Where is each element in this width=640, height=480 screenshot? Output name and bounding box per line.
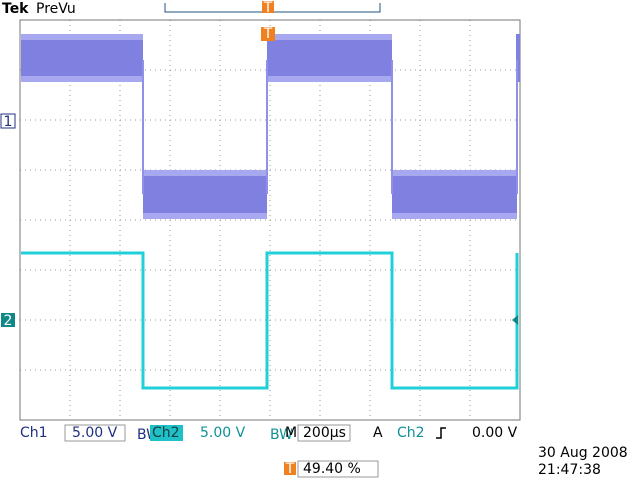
ch1-marker-box: [0, 113, 16, 129]
ch1-label: Ch1: [20, 425, 48, 441]
ch1-scale-box: [64, 424, 126, 442]
date: 30 Aug 2008: [538, 445, 628, 461]
trigger-mode: A: [373, 425, 383, 441]
ch2-bw: BW: [270, 427, 293, 443]
ch2-label-box: [150, 425, 183, 441]
trigger-pos-box: [297, 460, 379, 478]
time-scale-box: [297, 424, 351, 442]
ch2-label: Ch2: [152, 425, 180, 441]
ch2-scale: 5.00 V: [200, 425, 246, 441]
trigger-level: 0.00 V: [472, 425, 518, 441]
trigger-pos-icon-label: T: [285, 461, 295, 477]
ch2-marker: 2: [4, 313, 13, 329]
brand: Tek: [2, 1, 29, 17]
ch2-marker-box: [1, 313, 15, 327]
trigger-pos-icon: [284, 462, 296, 475]
trigger-marker-box: [261, 27, 275, 41]
mode: PreVu: [36, 1, 76, 17]
time-label: M: [285, 425, 297, 441]
time-scale: 200µs: [303, 425, 346, 441]
trigger-position: 49.40 %: [303, 461, 361, 477]
trigger-marker: T: [263, 26, 273, 42]
trigger-level-arrow: [512, 315, 518, 325]
ch1-marker: 1: [4, 114, 13, 130]
trigger-marker-top: T: [263, 0, 273, 16]
ch1-waveform: [21, 34, 520, 219]
graticule-frame: [19, 19, 521, 421]
trigger-source: Ch2: [397, 425, 425, 441]
trigger-slope: [436, 427, 446, 439]
time: 21:47:38: [538, 462, 601, 478]
ch2-waveform: [21, 251, 519, 390]
trigger-position-marker: [262, 1, 274, 13]
ch1-scale: 5.00 V: [72, 425, 118, 441]
